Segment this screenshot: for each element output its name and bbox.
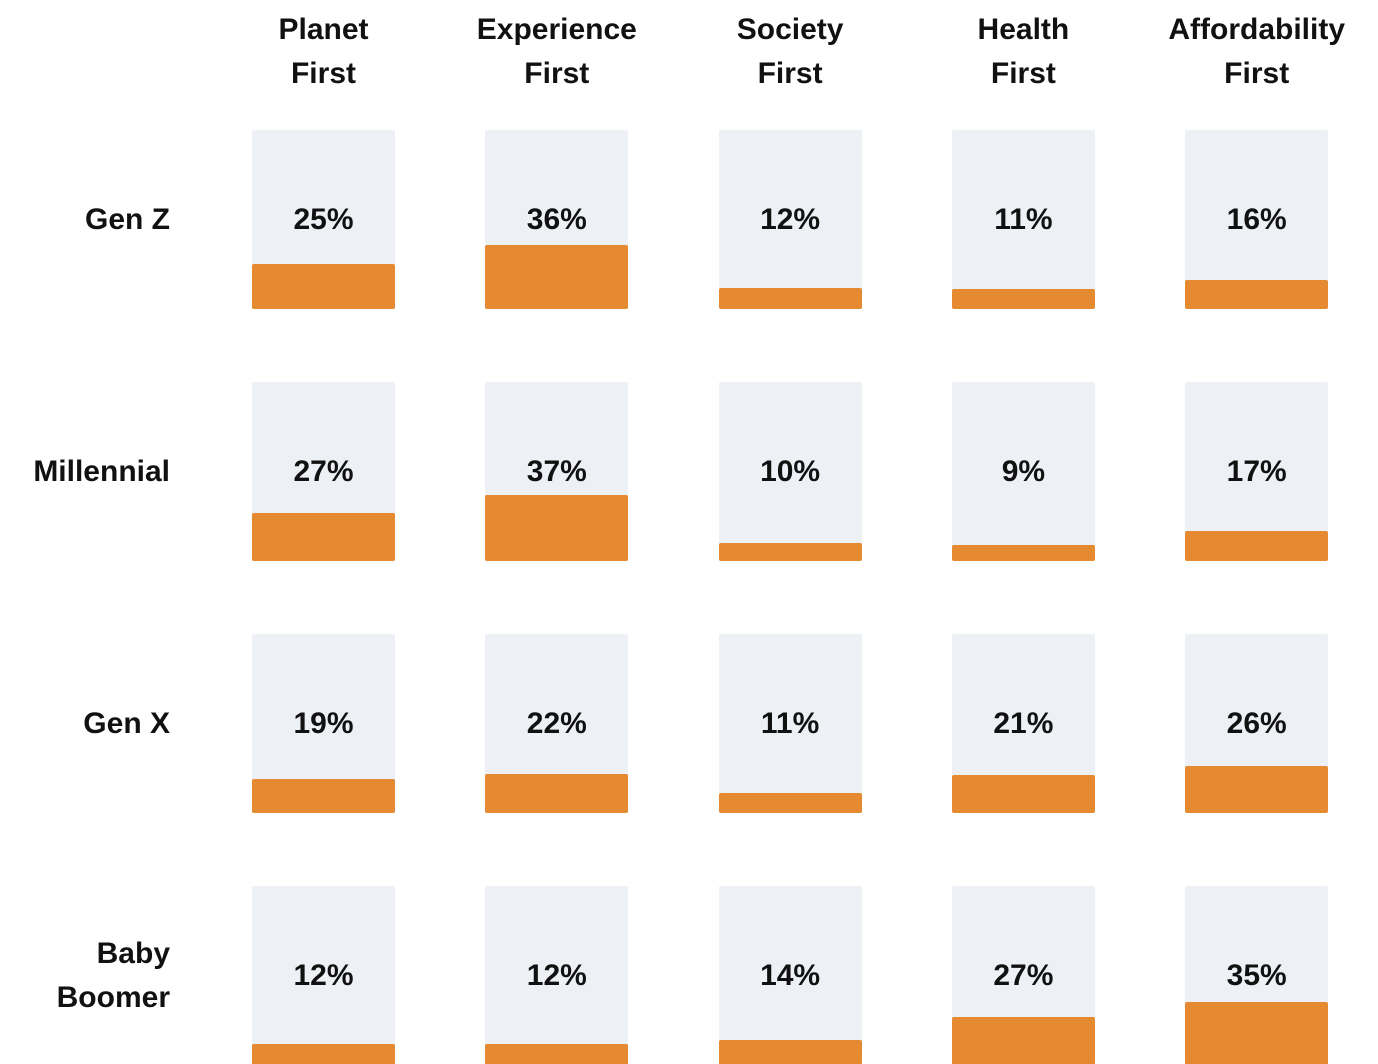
value-label: 17% xyxy=(1185,452,1328,492)
cell: 35% xyxy=(1185,886,1329,1064)
value-label: 12% xyxy=(252,956,395,996)
row-label-text: Gen Z xyxy=(84,203,170,236)
value-label: 11% xyxy=(719,704,862,744)
value-label: 22% xyxy=(485,704,628,744)
cell: 36% xyxy=(485,130,629,309)
value-label: 10% xyxy=(719,452,862,492)
bar xyxy=(951,544,1095,561)
value-label-text: 16% xyxy=(1226,203,1287,236)
value-label-text: 27% xyxy=(993,959,1054,992)
cell: 25% xyxy=(252,130,395,309)
value-label-text: 12% xyxy=(293,959,354,992)
bar xyxy=(718,287,862,309)
value-label-text: 36% xyxy=(526,203,587,236)
value-label-text: 37% xyxy=(526,455,587,488)
bar xyxy=(1185,1002,1329,1064)
value-label: 14% xyxy=(719,956,862,996)
column-header-text: Society First xyxy=(736,13,844,90)
row-label: Gen Z xyxy=(0,170,170,270)
cell: 14% xyxy=(718,886,862,1064)
value-label-text: 12% xyxy=(526,959,587,992)
bar xyxy=(1185,766,1329,813)
column-header: Health First xyxy=(907,8,1140,96)
column-header-text: Experience First xyxy=(476,13,637,90)
value-label-text: 14% xyxy=(760,959,821,992)
column-header-text: Planet First xyxy=(278,13,369,90)
cell: 12% xyxy=(252,886,395,1064)
column-header-text: Health First xyxy=(977,13,1070,90)
column-header: Planet First xyxy=(207,8,440,96)
value-label: 11% xyxy=(952,200,1095,240)
bar xyxy=(718,793,862,813)
value-label: 36% xyxy=(485,200,628,240)
cell: 9% xyxy=(951,382,1095,561)
value-label-text: 27% xyxy=(293,455,354,488)
bar xyxy=(485,1043,629,1064)
bar xyxy=(1185,530,1329,561)
bar xyxy=(485,773,629,813)
cell: 27% xyxy=(951,886,1095,1064)
cell: 11% xyxy=(951,130,1095,309)
cell: 21% xyxy=(951,634,1095,813)
column-header: Society First xyxy=(674,8,907,96)
value-label-text: 10% xyxy=(760,455,821,488)
value-label: 26% xyxy=(1185,704,1328,744)
value-label: 12% xyxy=(485,956,628,996)
row-label: Millennial xyxy=(0,422,170,522)
cell: 19% xyxy=(252,634,395,813)
cell: 22% xyxy=(485,634,629,813)
bar xyxy=(485,244,629,309)
value-label-text: 11% xyxy=(760,707,820,740)
value-label-text: 19% xyxy=(293,707,354,740)
value-label: 19% xyxy=(252,704,395,744)
cell: 17% xyxy=(1185,382,1329,561)
cell: 11% xyxy=(718,634,862,813)
cell: 12% xyxy=(718,130,862,309)
value-label: 25% xyxy=(252,200,395,240)
value-label-text: 9% xyxy=(1001,455,1046,488)
cell: 37% xyxy=(485,382,629,561)
row-label: Gen X xyxy=(0,674,170,774)
value-label-text: 26% xyxy=(1226,707,1287,740)
column-header: Experience First xyxy=(440,8,673,96)
cell: 16% xyxy=(1185,130,1329,309)
bar xyxy=(252,264,395,309)
value-label-text: 17% xyxy=(1226,455,1287,488)
bar xyxy=(951,289,1095,309)
value-label-text: 21% xyxy=(993,707,1054,740)
value-label: 27% xyxy=(252,452,395,492)
value-label: 35% xyxy=(1185,956,1328,996)
value-label: 37% xyxy=(485,452,628,492)
bar xyxy=(951,1016,1095,1064)
value-label: 27% xyxy=(952,956,1095,996)
bar xyxy=(718,543,862,561)
value-label: 21% xyxy=(952,704,1095,744)
value-label-text: 12% xyxy=(760,203,821,236)
row-label-text: Millennial xyxy=(33,455,170,488)
value-label-text: 25% xyxy=(293,203,354,236)
column-header-text: Affordability First xyxy=(1168,13,1346,90)
bar xyxy=(1185,280,1329,309)
cell: 12% xyxy=(485,886,629,1064)
cell: 26% xyxy=(1185,634,1329,813)
value-label-text: 35% xyxy=(1226,959,1287,992)
value-label-text: 22% xyxy=(526,707,587,740)
value-label: 9% xyxy=(952,452,1095,492)
value-label: 16% xyxy=(1185,200,1328,240)
bar xyxy=(252,512,395,561)
bar xyxy=(252,779,395,813)
bar xyxy=(951,775,1095,813)
bar xyxy=(485,494,629,561)
column-header: Affordability First xyxy=(1140,8,1373,96)
value-label: 12% xyxy=(719,200,862,240)
cell: 27% xyxy=(252,382,395,561)
bar xyxy=(718,1039,862,1064)
row-label-text: Gen X xyxy=(83,707,170,740)
row-label: Baby Boomer xyxy=(0,926,170,1026)
cell: 10% xyxy=(718,382,862,561)
row-label-text: Baby Boomer xyxy=(56,937,170,1014)
value-label-text: 11% xyxy=(994,203,1053,236)
bar xyxy=(252,1043,395,1064)
